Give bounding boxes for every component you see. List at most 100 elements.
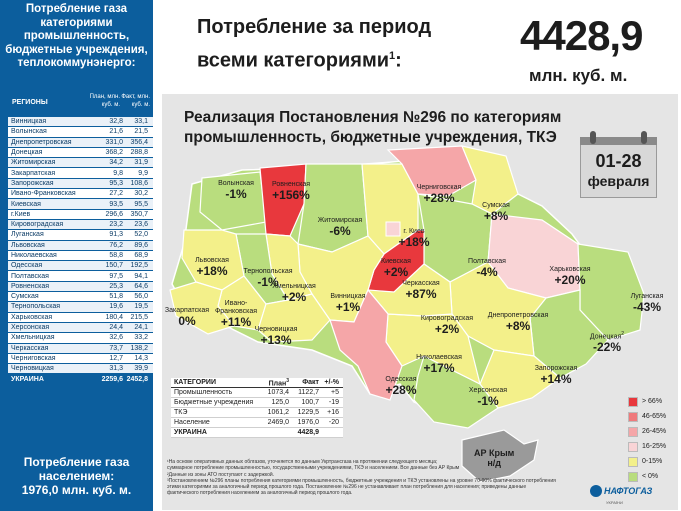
region-name: Херсонская [468,387,508,394]
region-fact: 14,3 [134,354,148,362]
map-region-crimea [461,429,539,483]
footnote-line: фактического потребления населением за а… [167,490,353,497]
legend-item: 16-25% [628,439,672,454]
legend-label: 16-25% [642,443,667,450]
table-row: ТКЭ 1061,2 1229,5 +16 [171,408,343,418]
region-name: Херсонская [11,324,50,332]
region-fact: 68,9 [134,252,148,259]
color-legend: > 66% 46-65% 26-45% 16-25% 0-15% < 0% [628,394,672,484]
region-label-kirovohrad: Кировоградская +2% [415,315,479,336]
region-name: Черкасская [11,344,49,352]
region-plan: 51,8 [109,293,123,301]
calendar-ring-icon [641,131,647,144]
region-fact: 33,2 [134,334,148,342]
region-pct: +156% [272,188,310,202]
region-name: г. Киев [403,228,425,235]
legend-label: 26-45% [642,428,667,435]
region-plan: 32,8 [109,118,123,126]
region-fact: 138,2 [130,344,148,352]
region-fact: 30,2 [134,190,148,198]
category-diff: +5 [331,389,339,396]
region-label-kharkiv: Харьковская +20% [540,266,600,287]
region-name: Ивано-Франковская [214,300,258,315]
ukraine-map [169,145,645,483]
region-name: Полтавская [468,258,506,265]
region-label-poltava: Полтавская -4% [462,258,512,279]
table-header: КАТЕГОРИИ План3 Факт +/-% [171,378,343,388]
footnote-line: этими категориями за аналогичный период … [167,484,527,491]
region-fact: 356,4 [130,138,148,146]
region-label-sumy: Сумская +8% [476,202,516,223]
region-label-mykolaiv: Николаевская +17% [408,354,470,375]
region-plan: 34,2 [109,159,123,167]
region-label-chernivtsi: Черновицкая +13% [248,326,304,347]
region-fact: 95,5 [134,200,148,208]
table-row: Хмельницкая 32,6 33,2 [8,333,153,344]
region-name: Волынская [11,128,47,136]
region-name: Кировоградская [11,221,64,229]
region-name: Запорожская [534,365,578,372]
map-panel: 01-28 февраля [162,94,678,510]
region-fact: 350,7 [130,210,148,218]
sidebar-title-line: Потребление газа [25,3,128,15]
region-label-lviv: Львовская +18% [190,257,234,278]
legend-item: > 66% [628,394,672,409]
region-fact: 94,1 [134,272,148,280]
table-row: Житомирская 34,2 31,9 [8,158,153,169]
sidebar-title-line: бюджетные учреждения, [5,43,148,56]
table-total-row: УКРАИНА 2259,6 2452,8 [8,374,153,385]
region-plan: 150,7 [105,262,123,270]
legend-item: 46-65% [628,409,672,424]
region-fact: 56,0 [134,293,148,301]
region-pct: +17% [423,361,455,375]
category-diff: +16 [327,409,339,416]
legend-swatch [628,411,638,422]
naftogaz-logo-subtitle: УКРАЇНИ [606,500,623,505]
region-name: Черниговская [11,354,56,362]
region-label-volyn: Волынская -1% [212,180,260,201]
category-fact: 1976,0 [297,419,319,426]
footnote-line: суммарное потребление промышленностью, г… [167,465,460,472]
region-label-zhytomyr: Житомирская -6% [312,217,368,238]
region-pct: -43% [632,300,661,314]
category-fact: 1229,5 [297,409,319,416]
region-name: Запорожская [11,179,54,187]
category-fact: 1122,7 [298,389,319,396]
region-name: г.Киев [11,210,31,218]
title-colon: : [395,49,402,72]
legend-item: < 0% [628,469,672,484]
region-plan: 25,3 [109,282,123,290]
region-name: Ивано-Франковская [11,190,76,198]
region-pct: +2% [434,322,460,336]
region-name: Николаевская [416,354,462,361]
region-label-ivano-frankivsk: Ивано-Франковская +11% [210,300,262,329]
table-row: Ровненская 25,3 64,6 [8,281,153,293]
region-fact: 39,9 [134,365,148,373]
region-name: Черниговская [416,184,462,191]
region-plan: 2259,6 [101,375,123,383]
table-row: г.Киев 296,6 350,7 [8,209,153,220]
category-fact: 4428,9 [297,429,319,436]
region-fact: 89,6 [134,241,148,249]
table-row: Винницкая 32,8 33,1 [8,117,153,128]
region-name: Сумская [482,202,510,209]
footer-line: Потребление газа [23,455,130,469]
region-label-crimea: АР Крым н/д [474,448,514,468]
map-region-zakarpattia [169,281,236,335]
table-row: Черновицкая 31,3 39,9 [8,364,153,375]
sidebar-title-line: теплокоммунэнерго: [17,57,136,69]
region-pct: +14% [540,372,572,386]
region-pct: н/д [487,458,501,468]
region-pct: +28% [385,383,417,397]
region-label-kherson: Херсонская -1% [464,387,512,408]
category-name: Промышленность [174,389,233,396]
footnote-ref: 2 [621,331,625,337]
region-name: Хмельницкая [272,283,316,290]
region-label-rivne: Ровненская +156% [262,181,320,202]
legend-swatch [628,441,638,452]
table-row: Черкасская 73,7 138,2 [8,343,153,354]
date-calendar: 01-28 февраля [580,131,657,198]
region-name: УКРАИНА [11,375,44,383]
footnote-line: ¹На основе оперативных данных облгазов, … [167,459,438,465]
region-pct: 0% [178,314,196,328]
